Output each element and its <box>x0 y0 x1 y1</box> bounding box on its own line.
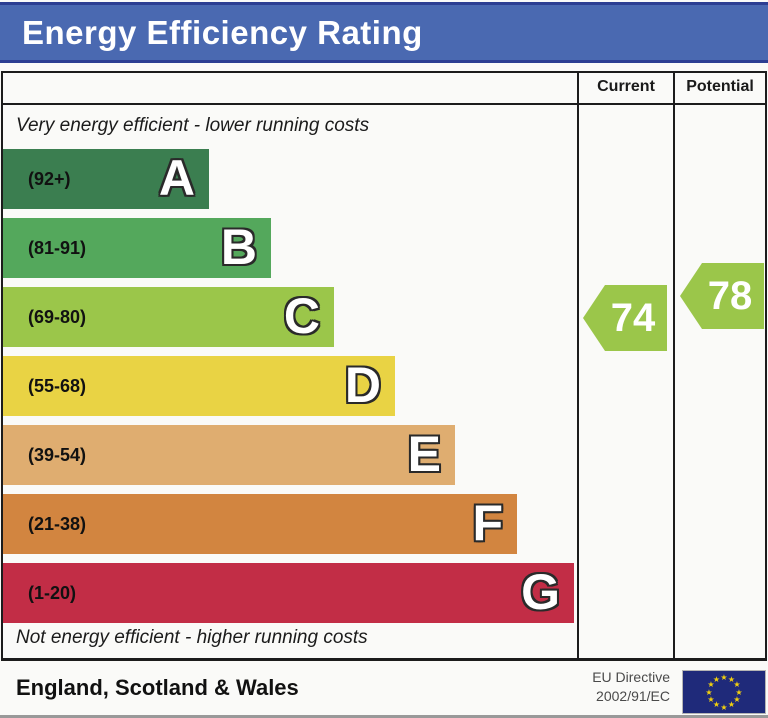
band-range-c: (69-80) <box>28 307 87 327</box>
title-banner: Energy Efficiency Rating <box>0 2 768 63</box>
potential-rating-arrow: 78 <box>680 263 764 329</box>
current-column-divider <box>577 71 579 661</box>
eu-flag-star: ★ <box>733 695 741 704</box>
eu-flag-star: ★ <box>705 687 713 697</box>
band-range-b: (81-91) <box>28 238 87 258</box>
header-underline <box>1 103 767 105</box>
table-right-border <box>765 71 767 661</box>
band-bar-a: (92+) A <box>3 149 209 209</box>
band-range-a: (92+) <box>28 169 71 189</box>
band-bar-d: (55-68) D <box>3 356 395 416</box>
region-label: England, Scotland & Wales <box>16 675 299 700</box>
eu-flag-star: ★ <box>720 702 728 712</box>
band-letter-e: E <box>407 426 441 482</box>
potential-rating-value: 78 <box>707 274 753 318</box>
table-top-border <box>1 71 767 73</box>
footer: England, Scotland & Wales EU Directive 2… <box>0 661 768 715</box>
band-bar-g: (1-20) G <box>3 563 574 623</box>
band-range-f: (21-38) <box>28 514 87 534</box>
eu-flag-star: ★ <box>712 700 721 710</box>
eu-directive-line2: 2002/91/EC <box>596 688 670 704</box>
eu-flag-star: ★ <box>733 680 741 689</box>
eu-flag-star: ★ <box>712 674 721 684</box>
band-letter-f: F <box>472 495 503 551</box>
column-header-current: Current <box>597 78 655 95</box>
table-left-border <box>1 71 3 661</box>
current-rating-value: 74 <box>610 296 656 340</box>
band-range-e: (39-54) <box>28 445 87 465</box>
eu-directive-label: EU Directive 2002/91/EC <box>592 668 670 706</box>
eu-flag-star: ★ <box>707 695 715 704</box>
band-bar-f: (21-38) F <box>3 494 517 554</box>
band-letter-g: G <box>521 564 560 620</box>
eu-flag-star: ★ <box>727 700 736 710</box>
eu-flag-icon: ★ ★ ★ ★ ★ ★ ★ ★ ★ ★ ★ ★ <box>682 670 766 714</box>
eu-directive-line1: EU Directive <box>592 669 670 685</box>
band-letter-b: B <box>220 219 257 275</box>
page-title: Energy Efficiency Rating <box>22 14 423 51</box>
band-bar-e: (39-54) E <box>3 425 455 485</box>
bottom-note: Not energy efficient - higher running co… <box>16 627 368 648</box>
bottom-edge-strip <box>0 715 768 718</box>
band-letter-d: D <box>344 357 381 413</box>
band-letter-a: A <box>158 150 195 206</box>
band-letter-c: C <box>283 288 320 344</box>
current-rating-arrow: 74 <box>583 285 667 351</box>
top-note: Very energy efficient - lower running co… <box>16 115 370 136</box>
eu-flag-star: ★ <box>727 674 736 684</box>
band-bar-b: (81-91) B <box>3 218 271 278</box>
table-bottom-border <box>1 658 767 661</box>
eu-flag-star: ★ <box>720 672 728 682</box>
potential-column-divider <box>673 71 675 661</box>
band-range-d: (55-68) <box>28 376 87 396</box>
eu-flag-star: ★ <box>735 687 743 697</box>
column-header-potential: Potential <box>686 78 754 95</box>
band-range-g: (1-20) <box>28 583 77 603</box>
band-bar-c: (69-80) C <box>3 287 334 347</box>
eu-flag-star: ★ <box>707 680 715 689</box>
